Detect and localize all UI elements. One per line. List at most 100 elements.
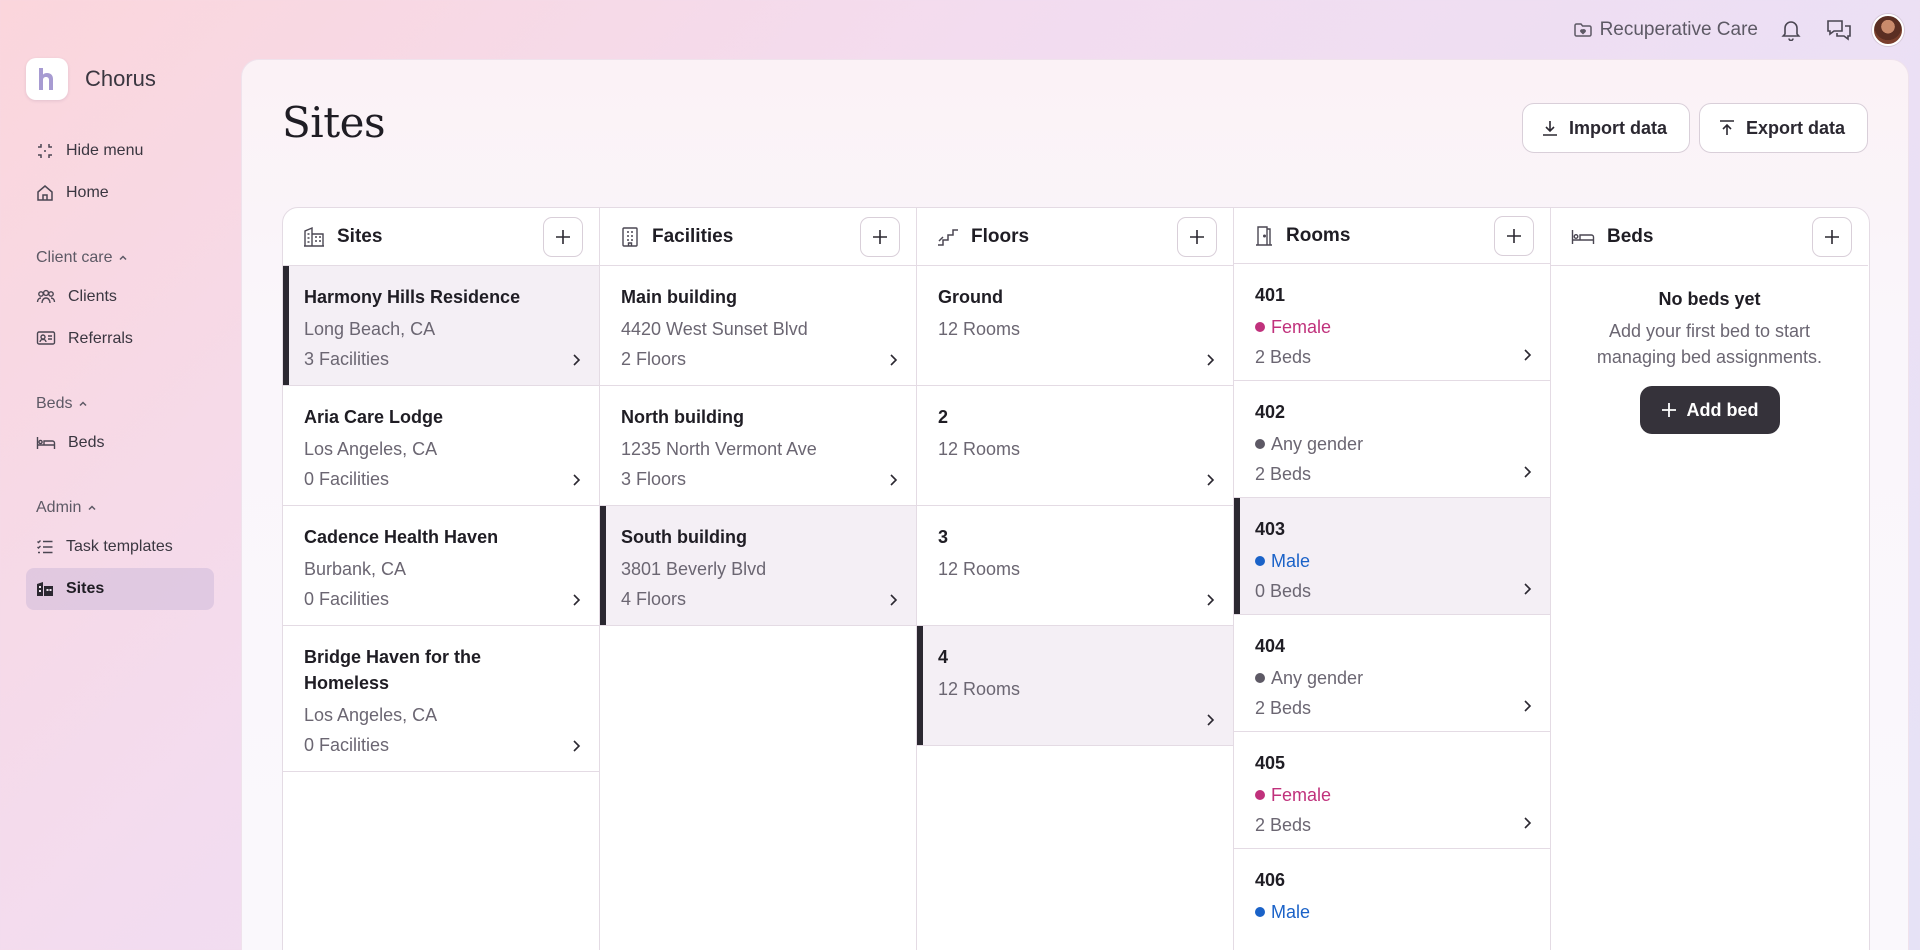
section-label: Admin <box>36 499 82 516</box>
add-bed-icon-button[interactable] <box>1812 216 1852 257</box>
chorus-logo <box>26 58 68 100</box>
chevron-right-icon <box>1207 594 1215 606</box>
import-data-button[interactable]: Import data <box>1521 103 1690 153</box>
chevron-up-icon <box>79 401 87 407</box>
room-card-401[interactable]: 401 Female 2 Beds <box>1234 264 1550 382</box>
sidebar-item-sites[interactable]: Sites <box>26 568 214 610</box>
beds-column: Beds No beds yet Add your first bed to s… <box>1551 208 1868 950</box>
site-card-cadence-health[interactable]: Cadence Health Haven Burbank, CA 0 Facil… <box>283 506 599 626</box>
card-address: 1235 North Vermont Ave <box>621 439 817 459</box>
sidebar-item-home[interactable]: Home <box>26 172 214 214</box>
floor-card-4[interactable]: 4 12 Rooms <box>917 626 1233 746</box>
chevron-up-icon <box>88 505 96 511</box>
card-location: Long Beach, CA <box>304 319 436 339</box>
main-panel: Sites Import data Export data Sites Harm… <box>241 59 1909 950</box>
card-count: 0 Facilities <box>304 735 390 755</box>
sidebar-item-task-templates[interactable]: Task templates <box>26 526 214 568</box>
card-count: 12 Rooms <box>938 559 1021 579</box>
section-client-care[interactable]: Client care <box>26 244 214 272</box>
card-count: 3 Floors <box>621 469 687 489</box>
gender-dot <box>1255 790 1265 801</box>
card-title: 404 <box>1255 636 1286 657</box>
room-card-405[interactable]: 405 Female 2 Beds <box>1234 732 1550 850</box>
chevron-up-icon <box>119 255 128 261</box>
room-card-404[interactable]: 404 Any gender 2 Beds <box>1234 615 1550 733</box>
floor-card-2[interactable]: 2 12 Rooms <box>917 386 1233 506</box>
beds-empty-state: No beds yet Add your first bed to start … <box>1551 266 1868 434</box>
floor-card-ground[interactable]: Ground 12 Rooms <box>917 266 1233 386</box>
site-card-harmony-hills[interactable]: Harmony Hills Residence Long Beach, CA 3… <box>283 266 599 386</box>
room-card-403[interactable]: 403 Male 0 Beds <box>1234 498 1550 616</box>
add-bed-button[interactable]: Add bed <box>1639 386 1780 434</box>
empty-state-title: No beds yet <box>1658 289 1761 309</box>
room-card-402[interactable]: 402 Any gender 2 Beds <box>1234 381 1550 499</box>
gender-dot <box>1255 907 1265 918</box>
site-card-aria-care[interactable]: Aria Care Lodge Los Angeles, CA 0 Facili… <box>283 386 599 506</box>
card-location: Los Angeles, CA <box>304 705 438 725</box>
sidebar-item-beds[interactable]: Beds <box>26 422 214 464</box>
floors-column-header: Floors <box>917 208 1233 266</box>
org-name: Recuperative Care <box>1599 19 1758 40</box>
card-title: Main building <box>621 287 737 307</box>
chevron-right-icon <box>573 740 581 752</box>
sidebar-item-label: Beds <box>68 434 105 451</box>
chevron-right-icon <box>1524 817 1532 829</box>
export-data-button[interactable]: Export data <box>1698 103 1868 153</box>
checklist-icon <box>37 540 53 554</box>
sidebar-item-label: Sites <box>66 580 105 597</box>
card-address: 3801 Beverly Blvd <box>621 559 767 579</box>
card-title: 3 <box>938 527 949 547</box>
add-floor-button[interactable] <box>1177 216 1217 257</box>
room-card-406[interactable]: 406 Male <box>1234 849 1550 950</box>
gender-tag: Female <box>1255 782 1530 808</box>
facility-card-south[interactable]: South building 3801 Beverly Blvd 4 Floor… <box>600 506 916 626</box>
building-icon <box>304 226 324 247</box>
section-admin[interactable]: Admin <box>26 494 214 522</box>
chat-icon[interactable] <box>1824 15 1854 45</box>
bell-icon[interactable] <box>1776 15 1806 45</box>
gender-dot <box>1255 556 1265 567</box>
org-switcher[interactable]: Recuperative Care <box>1573 19 1758 41</box>
facility-card-main[interactable]: Main building 4420 West Sunset Blvd 2 Fl… <box>600 266 916 386</box>
sidebar-item-referrals[interactable]: Referrals <box>26 318 214 360</box>
add-site-button[interactable] <box>543 216 583 257</box>
hide-menu-button[interactable]: Hide menu <box>26 130 214 172</box>
card-title: 406 <box>1255 870 1286 891</box>
card-count: 0 Facilities <box>304 469 390 489</box>
add-room-button[interactable] <box>1494 215 1534 256</box>
sites-column: Sites Harmony Hills Residence Long Beach… <box>283 208 600 950</box>
card-title: South building <box>621 527 747 547</box>
chevron-right-icon <box>1524 349 1532 361</box>
facility-card-north[interactable]: North building 1235 North Vermont Ave 3 … <box>600 386 916 506</box>
chevron-right-icon <box>890 474 898 486</box>
beds-column-title: Beds <box>1607 225 1654 247</box>
export-data-label: Export data <box>1745 117 1845 138</box>
sidebar-item-clients[interactable]: Clients <box>26 276 214 318</box>
download-icon <box>1542 121 1557 136</box>
card-count: 4 Floors <box>621 589 687 609</box>
card-title: 401 <box>1255 285 1286 306</box>
collapse-icon <box>38 144 52 158</box>
hide-menu-label: Hide menu <box>66 142 144 159</box>
user-avatar[interactable] <box>1872 14 1904 46</box>
gender-tag: Male <box>1255 899 1530 925</box>
chevron-right-icon <box>1207 714 1215 726</box>
page-title: Sites <box>282 98 386 147</box>
card-address: 4420 West Sunset Blvd <box>621 319 808 339</box>
add-facility-button[interactable] <box>860 216 900 257</box>
clients-icon <box>36 289 56 304</box>
sites-column-title: Sites <box>337 225 383 247</box>
gender-label: Any gender <box>1271 434 1364 455</box>
card-title: 2 <box>938 407 949 427</box>
section-beds[interactable]: Beds <box>26 390 214 418</box>
plus-icon <box>873 229 887 244</box>
site-card-bridge-haven[interactable]: Bridge Haven for the Homeless Los Angele… <box>283 626 599 772</box>
brand[interactable]: Chorus <box>26 58 214 100</box>
plus-icon <box>556 229 570 244</box>
floor-card-3[interactable]: 3 12 Rooms <box>917 506 1233 626</box>
chevron-right-icon <box>890 594 898 606</box>
card-count: 0 Beds <box>1255 581 1312 602</box>
rooms-column: Rooms 401 Female 2 Beds 402 Any gender 2… <box>1234 208 1551 950</box>
sidebar: Chorus Hide menu Home Client care Client… <box>0 0 240 950</box>
section-label: Beds <box>36 395 73 412</box>
